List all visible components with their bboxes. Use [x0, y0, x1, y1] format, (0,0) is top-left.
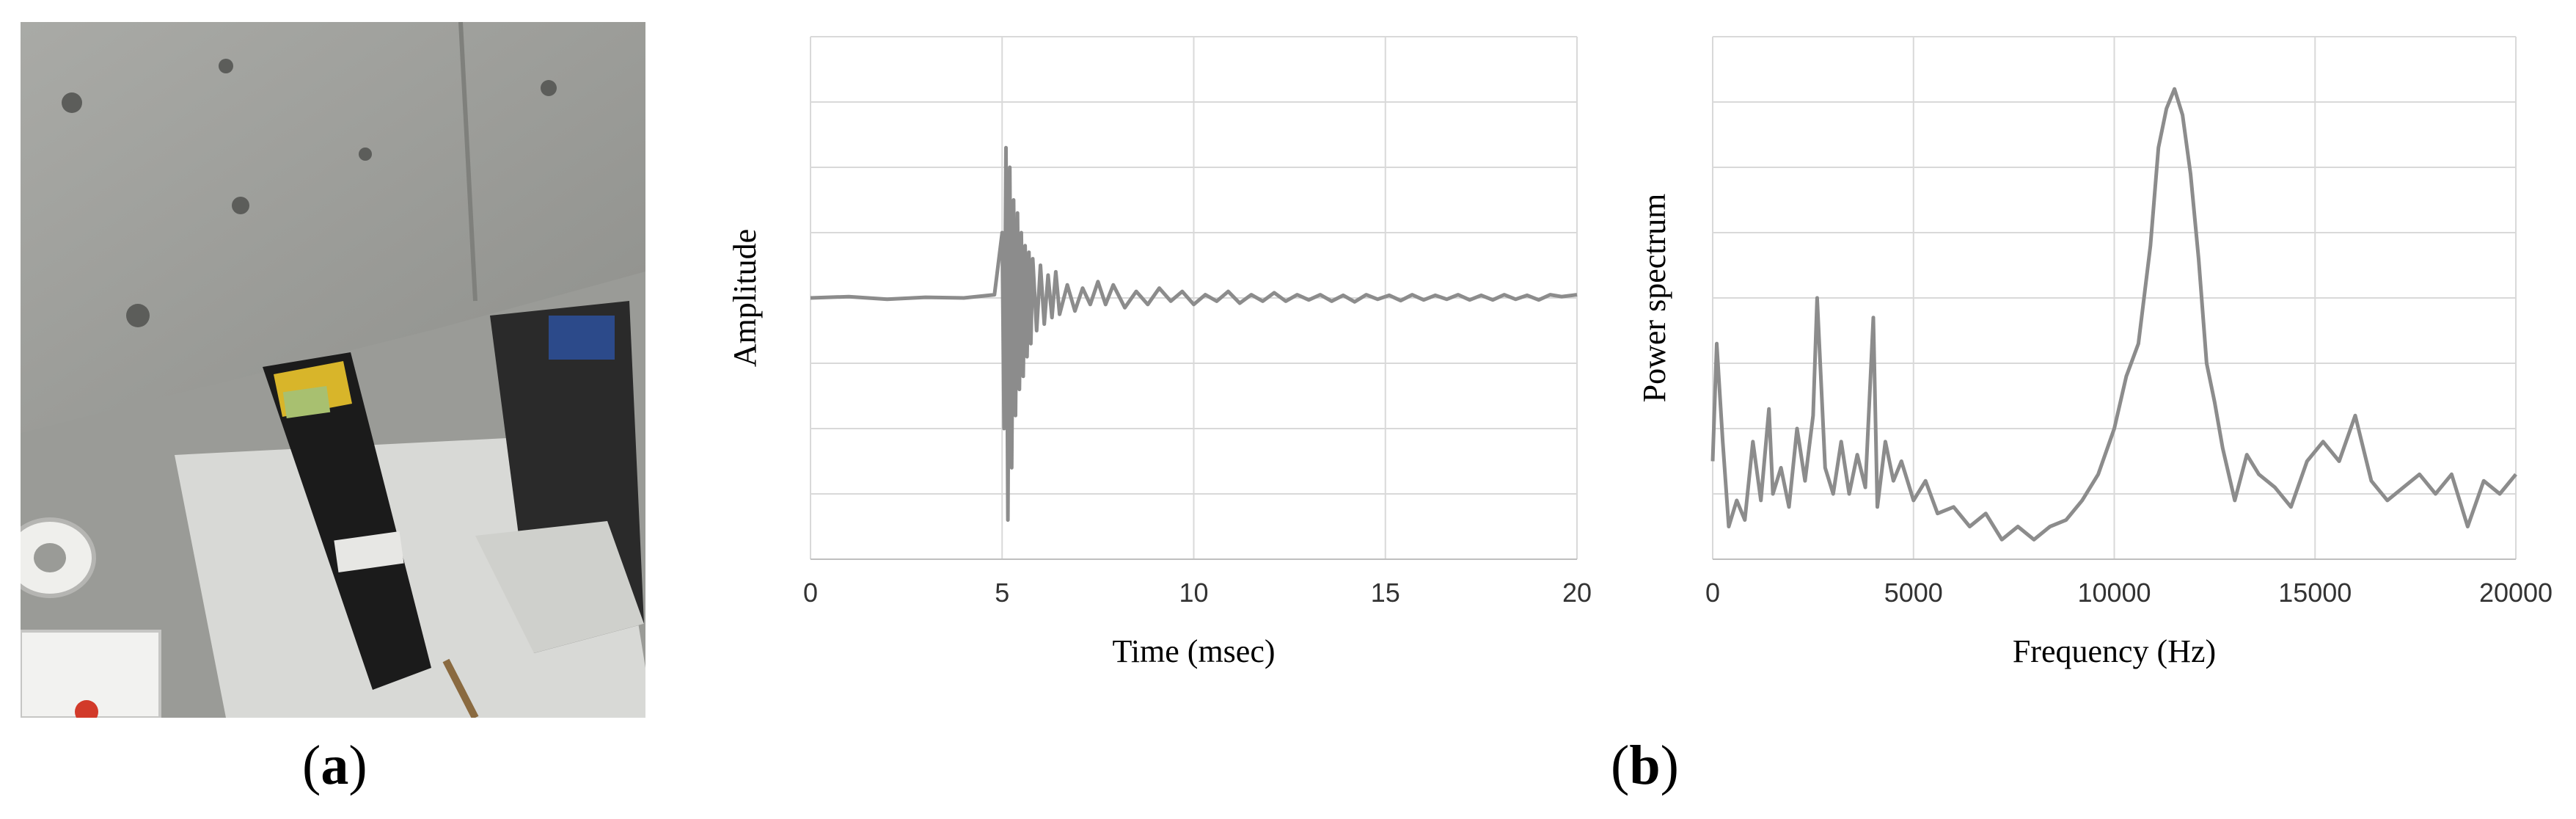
panel-label-a: (a)	[302, 735, 367, 796]
series-line-0	[1710, 87, 2517, 542]
x-tick-label: 5	[995, 578, 1009, 608]
amplitude-time-chart: 0 5 10 15 20 Time (msec) Amplitude	[727, 36, 1592, 669]
x-axis-title: Frequency (Hz)	[2013, 633, 2216, 669]
series-line-0	[810, 145, 1578, 523]
equipment-photo	[21, 22, 645, 718]
analyzer-unit	[263, 352, 431, 690]
x-axis-title: Time (msec)	[1112, 633, 1275, 669]
x-tick-label: 10	[1179, 578, 1208, 608]
panel-label-b: (b)	[1611, 735, 1679, 796]
x-tick-label: 10000	[2077, 578, 2151, 608]
x-tick-label: 15000	[2278, 578, 2352, 608]
panel-letter-b: b	[1629, 735, 1661, 796]
panel-letter-a: a	[321, 735, 349, 796]
x-tick-label: 5000	[1884, 578, 1943, 608]
x-tick-label: 0	[803, 578, 818, 608]
x-tick-label: 0	[1705, 578, 1720, 608]
concrete-wall	[21, 22, 645, 433]
power-spectrum-chart: 0 5000 10000 15000 20000 Frequency (Hz) Power …	[1636, 36, 2553, 669]
y-axis-title: Amplitude	[727, 229, 763, 367]
x-tick-label: 15	[1371, 578, 1400, 608]
x-tick-label: 20000	[2479, 578, 2553, 608]
x-tick-label: 20	[1562, 578, 1592, 608]
y-axis-title: Power spectrum	[1636, 194, 1672, 403]
